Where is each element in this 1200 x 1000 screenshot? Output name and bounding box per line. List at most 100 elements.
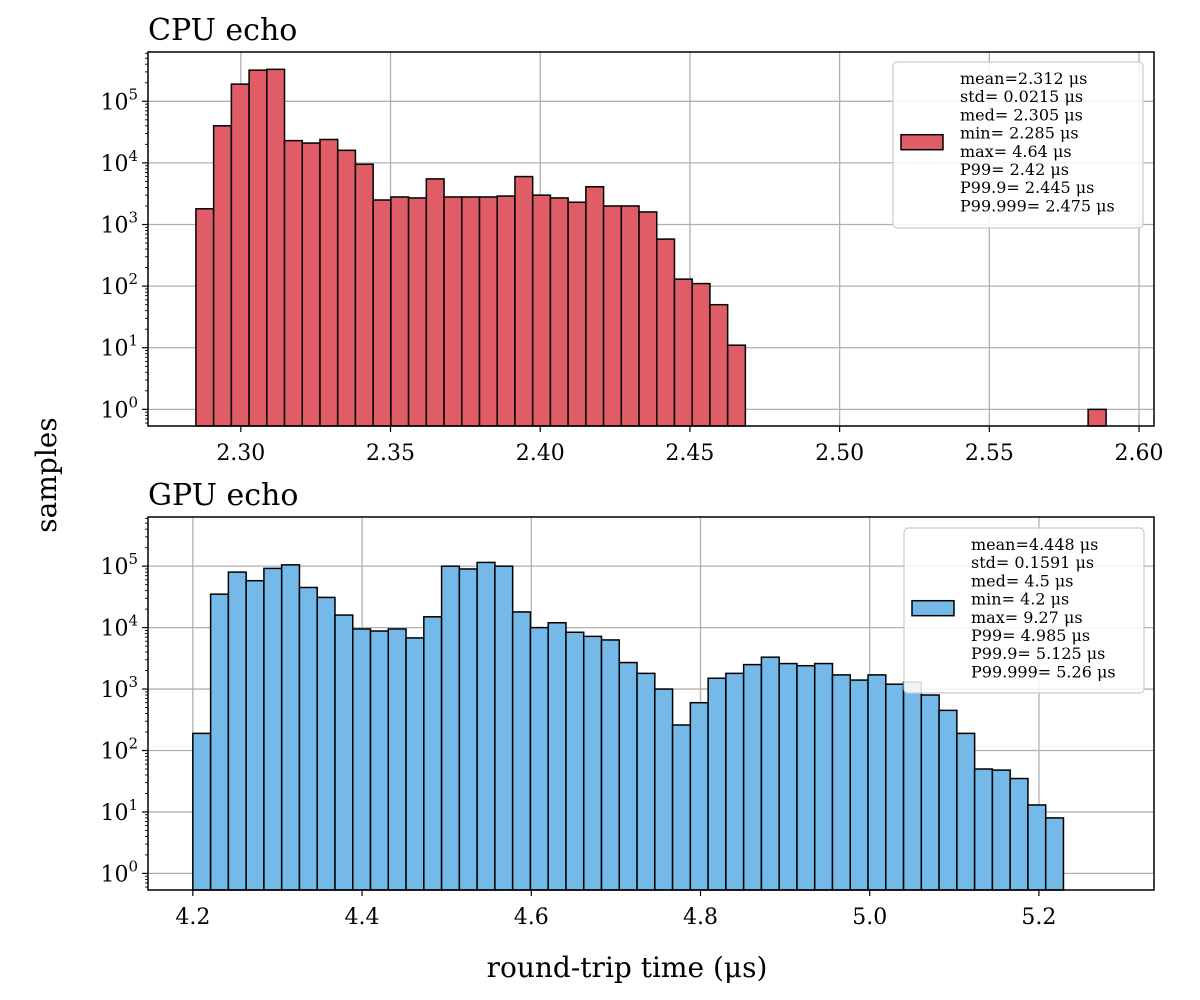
cpu-histogram-bar	[726, 344, 747, 427]
cpu-x-tick-label: 2.50	[815, 441, 864, 466]
gpu-x-tick-label: 4.2	[175, 905, 210, 930]
cpu-panel-title: CPU echo	[148, 13, 297, 48]
gpu-histogram-bar	[813, 662, 834, 891]
cpu-histogram-bar	[496, 195, 516, 427]
cpu-histogram-bar	[390, 196, 410, 427]
shared-y-axis-label: samples	[30, 417, 63, 532]
cpu-histogram-bar	[567, 201, 587, 427]
gpu-axes-frame	[147, 516, 1155, 891]
cpu-legend-line: med= 2.305 μs	[960, 105, 1083, 124]
cpu-histogram-bar	[301, 142, 321, 427]
cpu-histogram-bar	[461, 196, 481, 427]
cpu-histogram-bar	[585, 186, 605, 427]
gpu-legend-line: P99.9= 5.125 μs	[971, 644, 1105, 663]
gpu-histogram-bar	[547, 621, 567, 891]
cpu-y-tick-label: 105	[100, 85, 138, 115]
gpu-histogram-bar	[938, 709, 958, 891]
cpu-histogram-bar	[283, 139, 304, 427]
gpu-histogram-bar	[973, 768, 994, 891]
cpu-histogram-bar	[266, 68, 286, 427]
gpu-y-tick-label: 105	[100, 550, 138, 580]
gpu-histogram-bar	[689, 701, 709, 891]
gpu-histogram-bar	[387, 628, 407, 891]
gpu-histogram-bar	[263, 567, 283, 891]
gpu-histogram-bar	[511, 611, 532, 891]
gpu-histogram-bar	[369, 630, 390, 891]
cpu-histogram-bar	[407, 197, 428, 427]
gpu-legend-line: med= 4.5 μs	[971, 571, 1074, 590]
cpu-bars	[195, 68, 1107, 427]
cpu-histogram-bar	[248, 69, 268, 427]
cpu-histogram-bar	[319, 138, 339, 427]
gpu-histogram-bar	[582, 635, 603, 891]
gpu-y-tick-label: 104	[100, 612, 138, 642]
gpu-legend-line: max= 9.27 μs	[971, 608, 1083, 627]
gpu-histogram-bar	[1027, 804, 1047, 891]
gpu-histogram-bar	[707, 677, 727, 891]
cpu-legend-line: mean=2.312 μs	[960, 69, 1087, 88]
cpu-x-tick-label: 2.30	[216, 441, 265, 466]
cpu-histogram-bar	[673, 278, 693, 427]
cpu-histogram-bar	[372, 199, 392, 427]
cpu-axes-frame	[147, 51, 1155, 427]
gpu-histogram-bar	[778, 662, 798, 891]
cpu-histogram-bar	[230, 83, 250, 427]
gpu-legend-line: std= 0.1591 μs	[971, 553, 1094, 572]
gpu-y-tick-label: 102	[100, 735, 138, 765]
gpu-histogram-bar	[654, 688, 674, 891]
gpu-y-tick-label: 103	[100, 673, 138, 703]
cpu-histogram-bar	[336, 149, 357, 427]
cpu-x-tick-label: 2.35	[366, 441, 415, 466]
gpu-histogram-bar	[476, 561, 496, 891]
cpu-histogram-bar	[602, 205, 623, 427]
gpu-legend-line: P99.999= 5.26 μs	[971, 662, 1116, 681]
gpu-histogram-bar	[742, 663, 763, 891]
cpu-legend-box	[892, 61, 1144, 229]
cpu-histogram-bar	[195, 208, 215, 427]
gpu-histogram-bar	[618, 661, 638, 891]
cpu-y-tick-label: 102	[100, 270, 138, 300]
gpu-x-tick-label: 5.2	[1021, 905, 1056, 930]
cpu-y-tick-label: 100	[100, 393, 138, 423]
gpu-histogram-bar	[600, 639, 621, 891]
gpu-y-tick-label: 101	[100, 796, 138, 826]
gpu-histogram-bar	[352, 628, 372, 891]
cpu-histogram-bar	[212, 125, 233, 427]
cpu-histogram-bar	[655, 238, 676, 427]
cpu-legend-line: P99.999= 2.475 μs	[960, 196, 1115, 215]
cpu-histogram-bar	[531, 194, 552, 427]
shared-x-axis-label: round-trip time (μs)	[487, 951, 768, 984]
cpu-histogram-bar	[425, 178, 445, 427]
cpu-histogram-bar	[478, 196, 498, 427]
cpu-histogram-bar	[443, 196, 463, 427]
gpu-histogram-bar	[423, 616, 443, 891]
cpu-histogram-bar	[638, 211, 658, 427]
gpu-legend-line: P99= 4.985 μs	[971, 626, 1090, 645]
cpu-legend-line: max= 4.64 μs	[960, 142, 1072, 161]
cpu-legend-line: P99= 2.42 μs	[960, 160, 1069, 179]
gpu-echo-panel: GPU echo 4.2 4.4 4.6 4.8 5.0 5.2 100 101 102 103 1…	[100, 478, 1155, 930]
cpu-x-tick-label: 2.45	[665, 441, 714, 466]
cpu-histogram-bar	[709, 303, 729, 427]
gpu-histogram-bar	[280, 564, 301, 891]
cpu-outlier-bar	[1087, 408, 1107, 427]
gpu-legend-swatch	[911, 599, 955, 617]
gpu-histogram-bar	[902, 681, 923, 891]
gpu-histogram-bar	[227, 571, 247, 891]
gpu-legend-box	[903, 527, 1145, 694]
gpu-histogram-bar	[885, 683, 905, 891]
gpu-histogram-bar	[831, 674, 852, 891]
gpu-histogram-bar	[405, 637, 425, 891]
cpu-legend-line: std= 0.0215 μs	[960, 87, 1083, 106]
cpu-y-tick-label: 103	[100, 209, 138, 239]
cpu-echo-panel: CPU echo 2.30 2.35 2.40 2.45 2.50 2.55 2.60 100…	[100, 13, 1163, 466]
cpu-legend-line: min= 2.285 μs	[960, 124, 1079, 143]
gpu-histogram-bar	[298, 586, 318, 891]
gpu-x-tick-label: 4.4	[345, 905, 380, 930]
gpu-histogram-bar	[192, 732, 212, 891]
gpu-legend-line: min= 4.2 μs	[971, 590, 1069, 609]
gpu-x-tick-label: 4.8	[683, 905, 718, 930]
